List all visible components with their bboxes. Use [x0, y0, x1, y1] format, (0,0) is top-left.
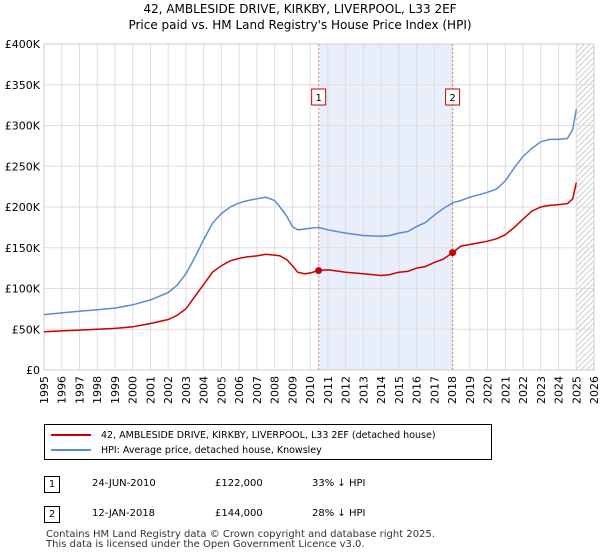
- x-tick-label: 1999: [109, 376, 122, 404]
- x-tick-label: 2018: [446, 376, 459, 404]
- x-tick-label: 2021: [499, 376, 512, 404]
- y-tick-label: £100K: [5, 283, 41, 296]
- y-tick-label: £350K: [5, 79, 41, 92]
- x-tick-label: 2013: [357, 376, 370, 404]
- x-tick-label: 2023: [535, 376, 548, 404]
- y-tick-label: £250K: [5, 160, 41, 173]
- transaction-price-1: £122,000: [215, 478, 263, 489]
- x-tick-label: 2007: [251, 376, 264, 404]
- transaction-date-1: 24-JUN-2010: [92, 478, 156, 489]
- annotation-box-2: [445, 88, 461, 106]
- annotation-label-2: 2: [449, 93, 455, 104]
- transaction-badge-2: 2: [44, 506, 60, 523]
- sale-point-2: [449, 249, 457, 257]
- x-tick-label: 1998: [91, 376, 104, 404]
- x-tick-label: 2004: [198, 376, 211, 404]
- legend: 42, AMBLESIDE DRIVE, KIRKBY, LIVERPOOL, …: [44, 424, 492, 460]
- x-tick-label: 2017: [428, 376, 441, 404]
- footer-licence: This data is licensed under the Open Gov…: [46, 539, 365, 550]
- legend-item-property: 42, AMBLESIDE DRIVE, KIRKBY, LIVERPOOL, …: [51, 428, 436, 442]
- annotation-box-1: [311, 88, 327, 106]
- chart-title: 42, AMBLESIDE DRIVE, KIRKBY, LIVERPOOL, …: [143, 2, 457, 16]
- x-tick-label: 1996: [56, 376, 69, 404]
- legend-label-property: 42, AMBLESIDE DRIVE, KIRKBY, LIVERPOOL, …: [101, 429, 436, 441]
- legend-swatch-blue: [51, 449, 91, 451]
- x-tick-label: 2025: [570, 376, 583, 404]
- x-tick-label: 2009: [286, 376, 299, 404]
- x-tick-label: 2019: [464, 376, 477, 404]
- transaction-hpi-1: 33% ↓ HPI: [312, 478, 366, 489]
- price-chart: £0 £50K £100K £150K £200K £250K £300K £350K £400…: [5, 38, 600, 404]
- x-tick-label: 2002: [162, 376, 175, 404]
- legend-label-hpi: HPI: Average price, detached house, Know…: [101, 444, 322, 456]
- x-tick-label: 2026: [588, 376, 600, 404]
- y-tick-label: £400K: [5, 38, 41, 51]
- x-tick-label: 2001: [144, 376, 157, 404]
- annotation-label-1: 1: [315, 93, 321, 104]
- legend-item-hpi: HPI: Average price, detached house, Know…: [51, 443, 322, 457]
- x-tick-label: 2014: [375, 376, 388, 404]
- transaction-hpi-2: 28% ↓ HPI: [312, 508, 366, 519]
- x-tick-label: 2022: [517, 376, 530, 404]
- x-tick-label: 2012: [340, 376, 353, 404]
- transaction-number-2: 2: [44, 506, 60, 523]
- x-tick-label: 2006: [233, 376, 246, 404]
- transaction-date-2: 12-JAN-2018: [92, 508, 156, 519]
- y-tick-label: £50K: [12, 323, 41, 336]
- y-tick-label: £300K: [5, 120, 41, 133]
- x-tick-label: 2024: [553, 376, 566, 404]
- x-tick-label: 2010: [304, 376, 317, 404]
- transaction-badge-1: 1: [44, 476, 60, 493]
- x-tick-label: 2000: [127, 376, 140, 404]
- x-tick-label: 2015: [393, 376, 406, 404]
- x-tick-label: 1997: [73, 376, 86, 404]
- x-tick-label: 1995: [38, 376, 51, 404]
- x-tick-label: 2011: [322, 376, 335, 404]
- transaction-number-1: 1: [44, 476, 60, 493]
- y-tick-label: £0: [26, 364, 40, 377]
- sale-point-1: [315, 267, 323, 275]
- footer-copyright: Contains HM Land Registry data © Crown c…: [46, 529, 435, 540]
- legend-swatch-red: [51, 434, 91, 436]
- y-tick-label: £200K: [5, 201, 41, 214]
- footer: Contains HM Land Registry data © Crown c…: [46, 530, 435, 550]
- x-tick-label: 2020: [482, 376, 495, 404]
- x-tick-label: 2005: [215, 376, 228, 404]
- chart-subtitle: Price paid vs. HM Land Registry's House …: [128, 18, 472, 32]
- y-tick-label: £150K: [5, 242, 41, 255]
- property-series-line: [43, 182, 578, 333]
- x-tick-label: 2008: [269, 376, 282, 404]
- transaction-price-2: £144,000: [215, 508, 263, 519]
- x-tick-label: 2003: [180, 376, 193, 404]
- x-tick-label: 2016: [411, 376, 424, 404]
- hpi-series-line: [43, 109, 578, 316]
